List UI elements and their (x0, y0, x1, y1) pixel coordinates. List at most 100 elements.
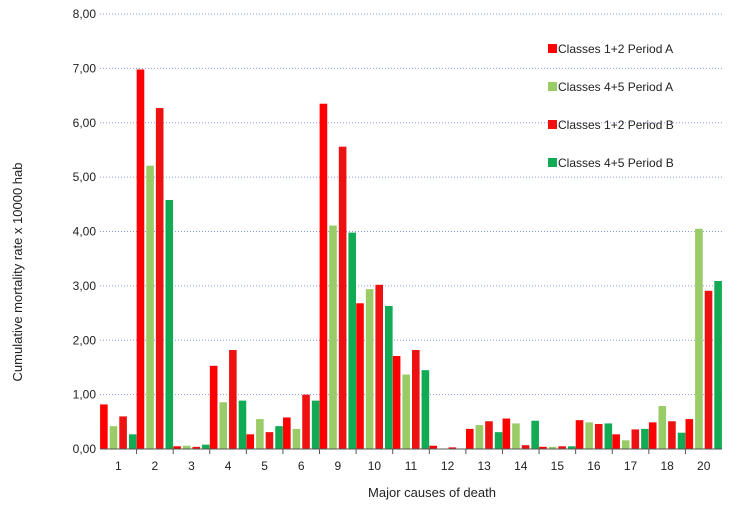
y-tick-label: 2,00 (73, 333, 97, 347)
y-tick-label: 3,00 (73, 279, 97, 293)
y-tick-label: 8,00 (73, 7, 97, 21)
y-tick-label: 7,00 (73, 61, 97, 75)
legend-swatch (548, 158, 557, 167)
bars (100, 69, 722, 450)
x-tick-label: 14 (514, 459, 528, 473)
bar (329, 225, 337, 449)
bar (558, 446, 566, 449)
bar (567, 446, 576, 449)
y-tick-label: 5,00 (73, 170, 97, 184)
bar (594, 423, 603, 449)
bar (302, 394, 310, 450)
bar (173, 446, 181, 449)
bar (668, 421, 676, 449)
x-tick-label: 15 (551, 459, 565, 473)
x-tick-label: 16 (587, 459, 601, 473)
bar (356, 303, 364, 449)
legend-swatch (548, 120, 557, 129)
bar (385, 305, 393, 449)
bar (512, 423, 520, 449)
legend-label: Classes 1+2 Period B (558, 118, 674, 132)
x-tick-label: 5 (261, 459, 268, 473)
bar (265, 432, 274, 449)
x-tick-label: 20 (697, 459, 711, 473)
bar (421, 370, 430, 449)
axes (100, 448, 722, 454)
bar (465, 428, 474, 449)
bar (475, 425, 484, 449)
x-axis-title: Major causes of death (368, 485, 496, 500)
gridlines (100, 13, 722, 396)
bar (202, 444, 210, 449)
bar (365, 289, 374, 449)
y-tick-label: 0,00 (73, 442, 97, 456)
x-tick-label: 9 (334, 459, 341, 473)
bar (658, 406, 667, 449)
bar (621, 440, 630, 449)
bar (119, 416, 127, 450)
legend-label: Classes 1+2 Period A (558, 42, 673, 56)
legend-swatch (548, 44, 557, 53)
x-tick-label: 1 (115, 459, 122, 473)
x-tick-label: 3 (188, 459, 195, 473)
legend-swatch (548, 82, 557, 91)
x-tick-label: 12 (441, 459, 455, 473)
bar (275, 426, 283, 449)
bar (219, 402, 228, 449)
bar (348, 232, 357, 449)
x-tick-label: 2 (152, 459, 159, 473)
bar (155, 108, 164, 449)
x-tick-label: 4 (225, 459, 232, 473)
bar (448, 447, 457, 449)
y-tick-label: 6,00 (73, 116, 97, 130)
y-axis-title: Cumulative mortality rate x 10000 hab (10, 163, 25, 382)
bar (585, 422, 593, 449)
bar (429, 445, 437, 449)
x-tick-label: 10 (368, 459, 382, 473)
bar (631, 429, 640, 449)
legend-label: Classes 4+5 Period A (558, 80, 673, 94)
bar (109, 426, 118, 449)
bar (209, 365, 218, 449)
bar (256, 419, 264, 449)
bar (136, 69, 145, 450)
bar (695, 228, 703, 449)
x-tick-label: 13 (478, 459, 492, 473)
bar (485, 421, 493, 449)
bar (677, 432, 686, 449)
bar (182, 445, 191, 449)
bar (704, 290, 713, 449)
tick-labels: 0,001,002,003,004,005,006,007,008,001 2 3 4… (73, 7, 711, 473)
bar (375, 284, 384, 449)
bar (575, 420, 584, 449)
bar (531, 420, 539, 449)
y-tick-label: 4,00 (73, 225, 97, 239)
x-tick-label: 17 (624, 459, 638, 473)
bar (502, 418, 511, 449)
bar (128, 434, 137, 449)
bar (539, 446, 547, 449)
bar (283, 417, 291, 449)
y-tick-label: 1,00 (73, 388, 97, 402)
bar (392, 356, 401, 449)
bar (412, 350, 420, 449)
bar (685, 419, 694, 449)
bar (648, 422, 657, 449)
bar (338, 146, 347, 449)
bar (165, 199, 174, 449)
bar (319, 103, 328, 449)
bar (402, 374, 410, 449)
bar (192, 446, 201, 449)
bar (146, 165, 154, 449)
bar (612, 434, 620, 449)
bar (641, 428, 649, 449)
bar (494, 432, 503, 449)
bar (714, 280, 722, 449)
bar (229, 350, 237, 449)
x-tick-label: 18 (660, 459, 674, 473)
x-tick-label: 11 (405, 459, 418, 473)
bar (100, 404, 108, 449)
bar (521, 445, 530, 449)
